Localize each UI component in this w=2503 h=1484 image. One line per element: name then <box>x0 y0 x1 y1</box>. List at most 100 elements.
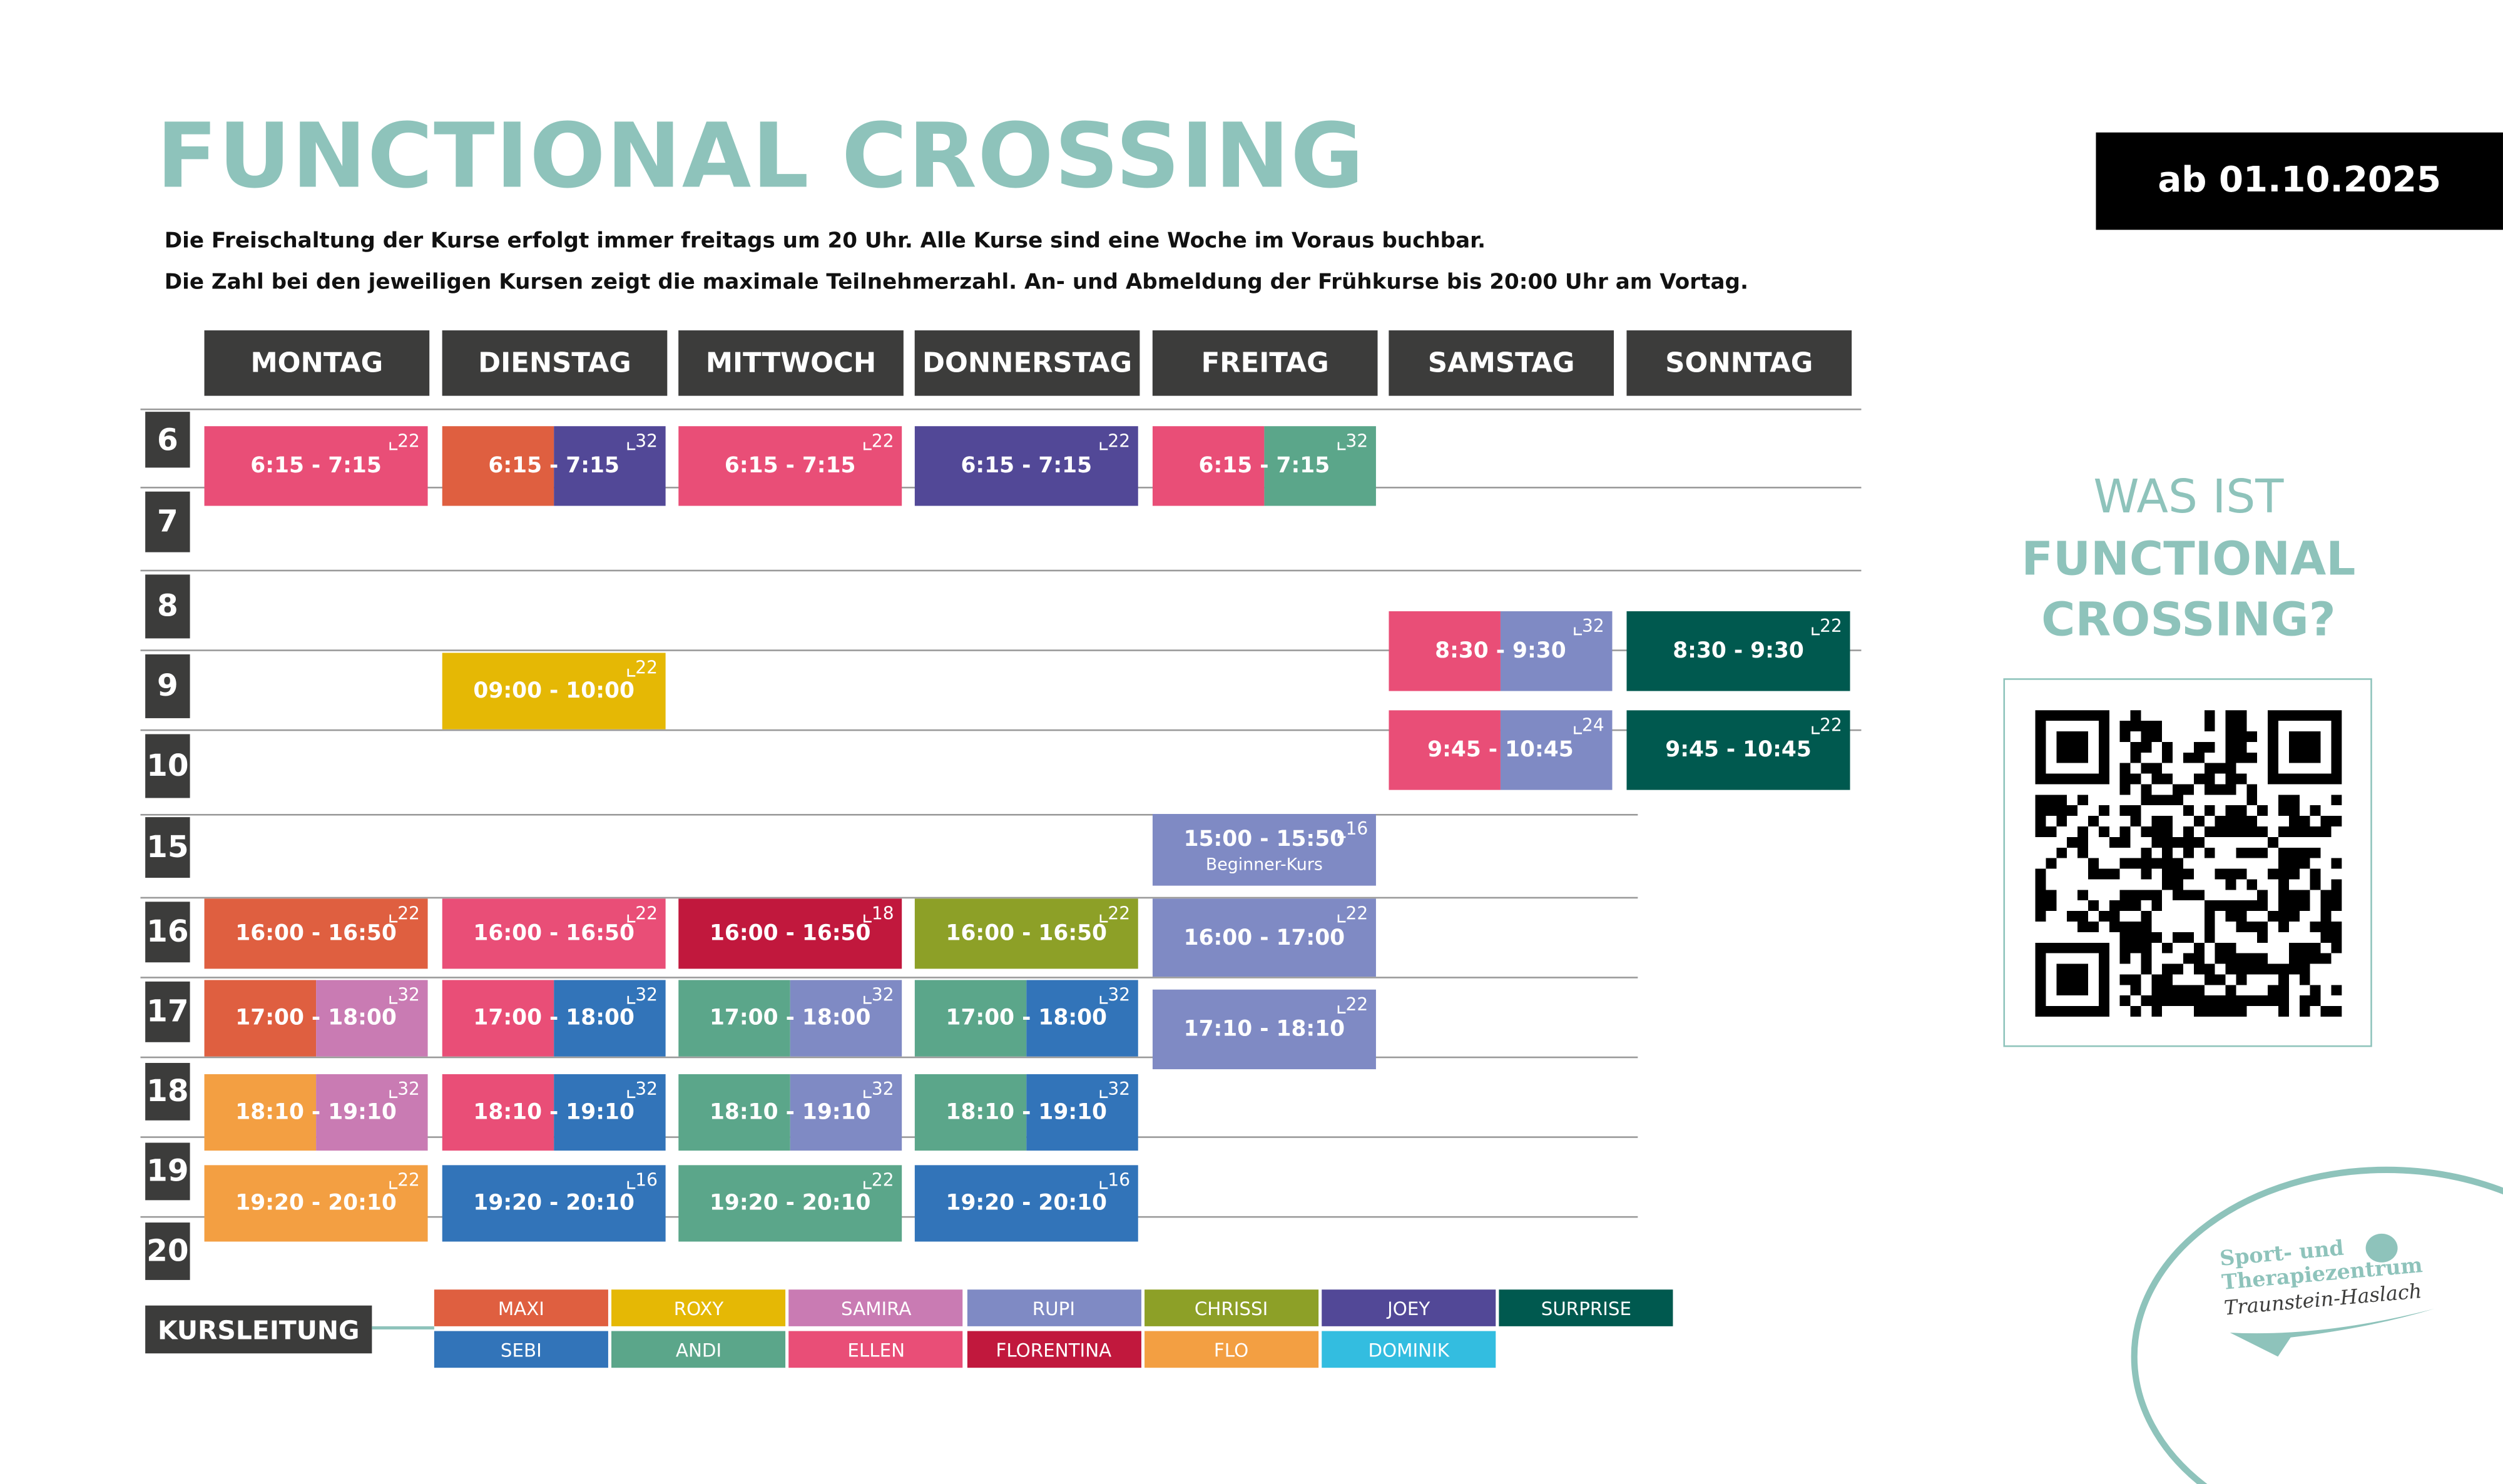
course-block[interactable]: 6:15 - 7:15 22 <box>914 426 1138 506</box>
capacity-corner-icon <box>627 1090 636 1099</box>
course-capacity: 22 <box>397 430 420 452</box>
trainer-color-segment <box>1264 426 1376 506</box>
capacity-corner-icon <box>389 914 398 923</box>
course-block[interactable]: 6:15 - 7:15 32 <box>442 426 666 506</box>
course-block[interactable]: 17:00 - 18:00 32 <box>914 980 1138 1057</box>
capacity-corner-icon <box>864 1181 872 1189</box>
course-capacity: 22 <box>1345 903 1369 925</box>
course-block[interactable]: 17:00 - 18:00 32 <box>678 980 902 1057</box>
course-block[interactable]: 18:10 - 19:10 32 <box>914 1074 1138 1151</box>
course-block[interactable]: 9:45 - 10:45 22 <box>1626 710 1850 790</box>
capacity-corner-icon <box>1099 995 1108 1004</box>
course-capacity: 32 <box>635 984 658 1006</box>
trainer-color-segment <box>204 1165 428 1242</box>
trainer-color-segment <box>204 980 317 1057</box>
page-title: FUNCTIONAL CROSSING <box>156 105 1365 210</box>
course-time: 17:00 - 18:00 <box>946 1005 1108 1031</box>
course-block[interactable]: 18:10 - 19:10 32 <box>442 1074 666 1151</box>
trainer-color-segment <box>442 1165 666 1242</box>
course-content: 6:15 - 7:15 <box>1153 426 1376 506</box>
course-block[interactable]: 18:10 - 19:10 32 <box>678 1074 902 1151</box>
course-content: 17:00 - 18:00 <box>678 980 902 1056</box>
course-capacity: 22 <box>397 1169 420 1191</box>
course-block[interactable]: 17:10 - 18:10 22 <box>1152 989 1376 1070</box>
trainer-color-segment <box>914 1074 1027 1151</box>
legend-trainer-andi: ANDI <box>611 1331 786 1368</box>
trainer-color-segment <box>1026 1074 1138 1151</box>
course-content: 18:10 - 19:10 <box>205 1074 428 1151</box>
schedule-poster: FUNCTIONAL CROSSING Die Freischaltung de… <box>140 105 2503 1484</box>
legend-trainer-flo: FLO <box>1144 1331 1318 1368</box>
capacity-corner-icon <box>627 1181 636 1189</box>
capacity-corner-icon <box>864 1090 872 1099</box>
capacity-corner-icon <box>864 914 872 923</box>
qr-code-frame <box>2003 678 2372 1047</box>
course-content: 16:00 - 16:50 <box>442 898 666 968</box>
course-block[interactable]: 9:45 - 10:45 24 <box>1389 710 1613 790</box>
trainer-color-segment <box>1626 611 1850 691</box>
course-time: 8:30 - 9:30 <box>1673 638 1804 664</box>
course-content: 8:30 - 9:30 <box>1626 611 1850 691</box>
trainer-color-segment <box>442 898 666 969</box>
legend-trainer-florentina: FLORENTINA <box>966 1331 1141 1368</box>
course-content: 19:20 - 20:10 <box>678 1165 902 1241</box>
course-content: 16:00 - 16:50 <box>915 898 1138 968</box>
day-header-dienstag: DIENSTAG <box>442 330 668 396</box>
course-time: 6:15 - 7:15 <box>1198 453 1330 479</box>
trainer-color-segment <box>678 426 902 506</box>
course-content: 19:20 - 20:10 <box>205 1165 428 1241</box>
course-capacity: 22 <box>1345 994 1369 1015</box>
course-time: 6:15 - 7:15 <box>724 453 856 479</box>
course-content: 09:00 - 10:00 <box>442 653 666 729</box>
course-block[interactable]: 19:20 - 20:10 16 <box>442 1165 666 1242</box>
course-block[interactable]: 18:10 - 19:10 32 <box>204 1074 428 1151</box>
course-time: 16:00 - 17:00 <box>1183 925 1345 951</box>
course-block[interactable]: 19:20 - 20:10 22 <box>204 1165 428 1242</box>
trainer-color-segment <box>554 980 666 1057</box>
course-block[interactable]: 16:00 - 16:50 22 <box>914 898 1138 969</box>
course-time: 9:45 - 10:45 <box>1427 737 1574 763</box>
course-block[interactable]: 19:20 - 20:10 22 <box>678 1165 902 1242</box>
capacity-corner-icon <box>1099 442 1108 450</box>
course-capacity: 16 <box>1108 1169 1131 1191</box>
course-time: 18:10 - 19:10 <box>946 1099 1108 1126</box>
course-block[interactable]: 8:30 - 9:30 22 <box>1626 611 1850 691</box>
course-block[interactable]: 16:00 - 16:50 22 <box>204 898 428 969</box>
course-note: Beginner-Kurs <box>1205 855 1323 874</box>
logo: Sport- und Therapiezentrum Traunstein-Ha… <box>2131 1165 2503 1484</box>
course-block[interactable]: 17:00 - 18:00 32 <box>204 980 428 1057</box>
course-capacity: 22 <box>1108 903 1131 925</box>
course-content: 9:45 - 10:45 <box>1389 710 1612 790</box>
legend-trainer-roxy: ROXY <box>611 1289 786 1326</box>
course-content: 17:00 - 18:00 <box>205 980 428 1056</box>
course-block[interactable]: 16:00 - 16:50 18 <box>678 898 902 969</box>
course-block[interactable]: 6:15 - 7:15 22 <box>678 426 902 506</box>
trainer-color-segment <box>914 898 1138 969</box>
course-block[interactable]: 16:00 - 17:00 22 <box>1152 898 1376 977</box>
trainer-color-segment <box>914 1165 1138 1242</box>
info-text-capacity: Die Zahl bei den jeweiligen Kursen zeigt… <box>164 271 1748 295</box>
course-block[interactable]: 6:15 - 7:15 32 <box>1152 426 1376 506</box>
course-time: 17:10 - 18:10 <box>1183 1016 1345 1042</box>
course-block[interactable]: 19:20 - 20:10 16 <box>914 1165 1138 1242</box>
capacity-corner-icon <box>627 995 636 1004</box>
course-block[interactable]: 6:15 - 7:15 22 <box>204 426 428 506</box>
trainer-color-segment <box>204 1074 317 1151</box>
course-time: 18:10 - 19:10 <box>473 1099 635 1126</box>
legend-trainer-dominik: DOMINIK <box>1322 1331 1496 1368</box>
course-block[interactable]: 09:00 - 10:00 22 <box>442 653 666 729</box>
capacity-corner-icon <box>627 442 636 450</box>
course-content: 19:20 - 20:10 <box>915 1165 1138 1241</box>
trainer-color-segment <box>1389 710 1501 790</box>
course-block[interactable]: 16:00 - 16:50 22 <box>442 898 666 969</box>
info-text-release: Die Freischaltung der Kurse erfolgt imme… <box>164 230 1486 254</box>
day-header-montag: MONTAG <box>204 330 430 396</box>
grid-line <box>140 649 1862 651</box>
hour-label: 18 <box>145 1062 190 1121</box>
course-block[interactable]: 15:00 - 15:50 Beginner-Kurs 16 <box>1152 814 1376 886</box>
course-block[interactable]: 17:00 - 18:00 32 <box>442 980 666 1057</box>
course-time: 17:00 - 18:00 <box>235 1005 397 1031</box>
legend-trainer-sebi: SEBI <box>434 1331 608 1368</box>
course-block[interactable]: 8:30 - 9:30 32 <box>1389 611 1613 691</box>
qr-code[interactable] <box>2035 710 2342 1017</box>
